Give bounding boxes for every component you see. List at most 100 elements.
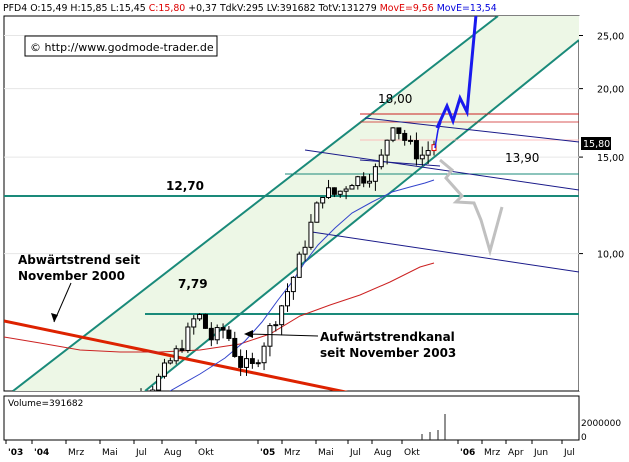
candle-body <box>232 337 238 357</box>
candle-body <box>355 176 361 187</box>
uptrend-pointer <box>247 333 319 337</box>
candle-body <box>361 176 367 184</box>
candle-body <box>384 139 390 156</box>
candle-body <box>431 144 437 152</box>
x-tick-label: Mai <box>318 448 334 458</box>
candle-body <box>290 276 296 293</box>
x-tick-label: Mai <box>102 448 118 458</box>
watermark-box <box>24 35 218 57</box>
candle-body <box>314 202 320 223</box>
candle-body <box>238 355 244 368</box>
resistance-trendline <box>364 117 579 143</box>
candle-body <box>425 150 431 156</box>
x-tick-label: '06 <box>460 448 475 458</box>
y-axis-area <box>579 16 629 391</box>
projection-down-path <box>439 158 504 257</box>
volume-bars-area <box>421 414 446 440</box>
candle-body <box>173 348 179 362</box>
upper-resistance-trendline <box>304 149 579 191</box>
candle-body <box>191 318 197 328</box>
candle-body <box>185 326 191 351</box>
y-tick-label: 10,00 <box>597 250 624 261</box>
x-tick-label: Apr <box>508 448 524 458</box>
label-18-00: 18,00 <box>378 92 412 106</box>
lower-trendline <box>311 231 579 273</box>
candlesticks <box>140 127 437 391</box>
candle-body <box>413 140 419 160</box>
candle-body <box>161 362 167 377</box>
x-tick-label: Jul <box>135 448 147 458</box>
uptrend-pointer-head <box>244 330 253 338</box>
candle-body <box>214 327 220 341</box>
volume-tick-0: 0 <box>581 433 587 443</box>
candle-body <box>150 389 156 391</box>
x-tick-label: '05 <box>260 448 275 458</box>
x-tick-label: Aug <box>374 448 392 458</box>
candle-body <box>296 253 302 278</box>
candle-body <box>326 187 332 198</box>
y-tick-label: 20,00 <box>597 85 624 96</box>
candle-body <box>320 196 326 204</box>
label-downtrend-2: November 2000 <box>18 269 125 283</box>
candle-body <box>402 132 408 141</box>
candle-body <box>285 291 291 307</box>
uptrend-channel-fill <box>13 16 579 391</box>
candle-body <box>249 358 255 364</box>
moving-average-red <box>4 262 435 353</box>
candle-body <box>273 324 279 327</box>
candle-body <box>372 166 378 182</box>
candle-body <box>408 139 414 142</box>
y-tick-label: 15,00 <box>597 153 624 164</box>
candle-body <box>367 180 373 184</box>
candle-body <box>156 375 162 391</box>
candle-body <box>226 329 232 339</box>
candle-body <box>279 305 285 326</box>
projection-up-arrow <box>435 16 478 129</box>
flag-lower-line <box>359 159 441 167</box>
candle-body <box>378 154 384 168</box>
label-7-79: 7,79 <box>178 277 208 291</box>
label-13-90: 13,90 <box>505 151 539 165</box>
x-tick-label: Jun <box>533 448 548 458</box>
volume-label: Volume=391682 <box>8 399 83 409</box>
x-tick-label: Jul <box>349 448 361 458</box>
candle-body <box>349 185 355 190</box>
x-tick-label: Mrz <box>484 448 500 458</box>
candle-body <box>220 327 226 331</box>
label-12-70: 12,70 <box>166 179 204 193</box>
candle-body <box>243 358 249 368</box>
x-axis: '03 '04 Mrz Mai Jul Aug Okt '05 Mrz Mai Jul Aug Okt '… <box>5 440 575 458</box>
y-axis: 25,00 20,00 15,00 10,00 <box>579 32 624 261</box>
candle-body <box>179 348 185 351</box>
candle-body <box>255 362 261 365</box>
x-tick-label: '04 <box>34 448 49 458</box>
label-uptrend-channel-2: seit November 2003 <box>320 346 456 360</box>
x-tick-label: Jul <box>563 448 575 458</box>
volume-panel <box>3 395 580 441</box>
x-tick-label: '03 <box>8 448 23 458</box>
x-tick-label: Mrz <box>68 448 84 458</box>
header-ohlc: PFD4 O:15,49 H:15,85 L:15,45 C:15,80 +0,… <box>3 3 497 14</box>
watermark-text: © http://www.godmode-trader.de <box>30 41 214 54</box>
label-uptrend-channel-1: Aufwärtstrendkanal <box>320 330 455 344</box>
volume-tick-2000000: 2000000 <box>581 419 621 429</box>
downtrend-line <box>4 319 349 391</box>
candle-body <box>197 314 203 320</box>
x-tick-label: Okt <box>404 448 420 458</box>
candle-body <box>302 246 308 255</box>
candle-body <box>419 154 425 160</box>
label-downtrend-1: Abwärtstrend seit <box>18 253 140 267</box>
channel-upper-line <box>12 16 499 391</box>
candle-body <box>261 345 267 364</box>
candle-body <box>390 127 396 141</box>
candle-body <box>167 360 173 364</box>
y-tick-label: 25,00 <box>597 32 624 43</box>
candle-body <box>202 314 208 329</box>
x-tick-label: Okt <box>198 448 214 458</box>
last-price-label: 15,80 <box>583 139 610 150</box>
candle-body <box>396 127 402 134</box>
plot-content <box>4 16 579 391</box>
candle-body <box>208 327 214 341</box>
downtrend-pointer-head <box>51 313 58 322</box>
